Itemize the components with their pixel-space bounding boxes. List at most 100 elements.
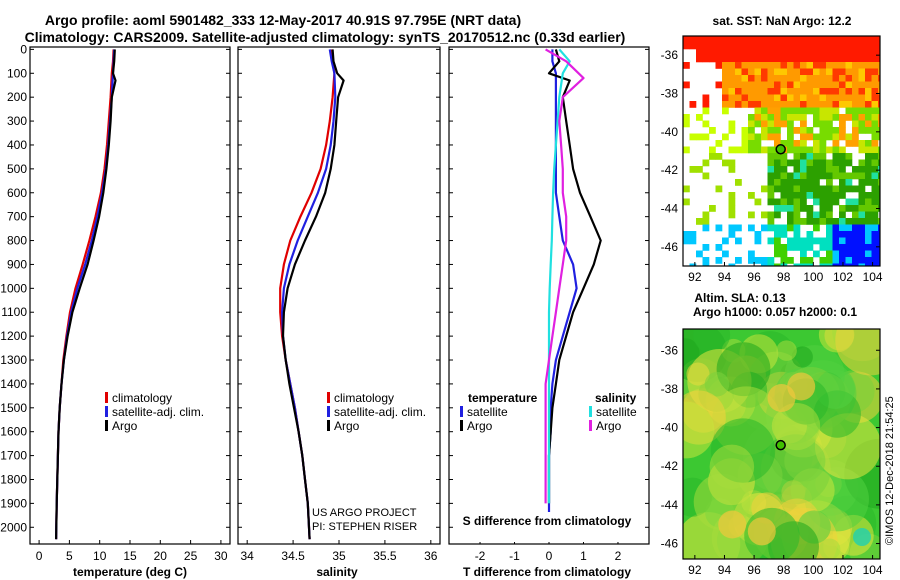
- sst-cell: [722, 250, 729, 258]
- sst-cell: [793, 198, 801, 206]
- sst-cell: [839, 263, 846, 266]
- sst-cell: [858, 257, 866, 264]
- sst-cell: [839, 153, 846, 160]
- sst-cell: [800, 263, 807, 266]
- sst-cell: [839, 42, 846, 50]
- sst-cell: [878, 172, 880, 180]
- sst-cell: [702, 94, 710, 102]
- sst-cell: [832, 192, 840, 199]
- sst-cell: [852, 49, 859, 56]
- sst-cell: [871, 192, 879, 199]
- sst-cell: [800, 101, 807, 108]
- sst-cell: [852, 231, 859, 238]
- sst-cell: [819, 140, 827, 147]
- lon-tick-label: 104: [863, 270, 883, 284]
- sst-cell: [728, 62, 736, 69]
- sst-cell: [826, 36, 833, 43]
- sst-cell: [780, 55, 788, 63]
- sst-cell: [754, 88, 762, 95]
- legend-title-salinity: salinity: [595, 391, 637, 405]
- sst-cell: [845, 231, 853, 238]
- sst-cell: [683, 237, 690, 245]
- sst-cell: [787, 218, 794, 225]
- lon-tick-label: 98: [777, 270, 791, 284]
- figure-title-line1: Argo profile: aoml 5901482_333 12-May-20…: [45, 12, 521, 28]
- sst-cell: [715, 257, 723, 264]
- x-tick-label: 5: [66, 549, 73, 563]
- sst-cell: [709, 36, 716, 43]
- sst-cell: [767, 185, 775, 193]
- sst-cell: [800, 127, 807, 134]
- sst-cell: [780, 250, 788, 258]
- sst-cell: [878, 179, 880, 186]
- sst-cell: [787, 36, 794, 43]
- sst-cell: [761, 133, 768, 141]
- sst-cell: [787, 94, 794, 102]
- sst-cell: [780, 179, 788, 186]
- sst-cell: [754, 140, 762, 147]
- sst-cell: [839, 211, 846, 219]
- sst-cell: [722, 101, 729, 108]
- sst-cell: [761, 224, 768, 232]
- sst-cell: [852, 257, 859, 264]
- sst-cell: [780, 159, 788, 167]
- sst-cell: [871, 107, 879, 115]
- legend-title-temperature: temperature: [468, 391, 538, 405]
- sst-cell: [858, 62, 866, 69]
- difference-series: [544, 48, 602, 540]
- sst-cell: [852, 133, 859, 141]
- sst-cell: [793, 153, 801, 160]
- sst-cell: [774, 211, 781, 219]
- sst-cell: [696, 166, 703, 173]
- series-line-argo: [281, 49, 345, 540]
- sst-cell: [696, 55, 703, 63]
- lat-tick-label: -46: [661, 537, 679, 551]
- sst-cell: [741, 42, 749, 50]
- sst-cell: [787, 68, 794, 76]
- sla-blob: [819, 538, 841, 559]
- temperature-axis-label: temperature (deg C): [73, 565, 187, 579]
- sst-cell: [761, 68, 768, 76]
- sst-cell: [871, 101, 879, 108]
- sst-cell: [683, 42, 690, 50]
- sst-cell: [793, 179, 801, 186]
- sst-cell: [787, 211, 794, 219]
- x-tick-label: 15: [123, 549, 137, 563]
- x-tick-label: 36: [424, 549, 438, 563]
- project-credit-line1: US ARGO PROJECT: [312, 507, 417, 519]
- sst-cell: [845, 198, 853, 206]
- x-tick-label: 1: [580, 549, 587, 563]
- sst-cell: [839, 101, 846, 108]
- sst-cell: [709, 49, 716, 56]
- sst-cell: [871, 224, 879, 232]
- sst-cell: [858, 179, 866, 186]
- sst-cell: [748, 42, 755, 50]
- sst-cell: [748, 62, 755, 69]
- sst-map-frame: [682, 35, 881, 267]
- sst-cell: [800, 205, 807, 212]
- sst-cell: [806, 211, 814, 219]
- sst-cell: [722, 42, 729, 50]
- sst-cell: [813, 42, 820, 50]
- sst-cell: [767, 224, 775, 232]
- sla-blob: [683, 401, 715, 459]
- sst-cell: [826, 166, 833, 173]
- sst-cell: [871, 166, 879, 173]
- sst-cell: [787, 42, 794, 50]
- sst-cell: [780, 101, 788, 108]
- legend-swatch-satellite: [105, 406, 108, 417]
- sst-cell: [683, 198, 690, 206]
- lat-tick-label: -42: [661, 163, 679, 177]
- sst-cell: [878, 101, 880, 108]
- sst-cell: [852, 244, 859, 251]
- lon-tick-label: 102: [833, 270, 853, 284]
- x-tick-label: 25: [184, 549, 198, 563]
- sst-cell: [819, 55, 827, 63]
- sst-cell: [748, 224, 755, 232]
- sst-cell: [709, 42, 716, 50]
- sst-cell: [845, 68, 853, 76]
- sst-cell: [800, 42, 807, 50]
- sst-cell: [767, 94, 775, 102]
- sst-cell: [754, 120, 762, 128]
